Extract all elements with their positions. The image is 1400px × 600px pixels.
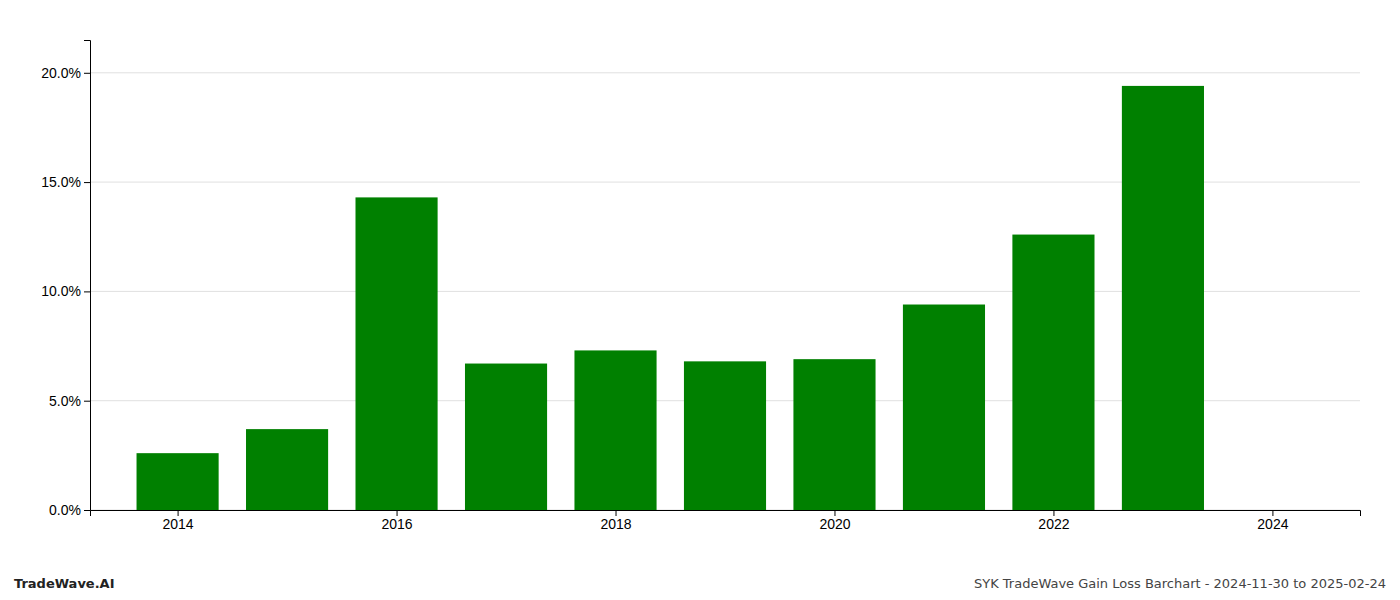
bar: [903, 305, 985, 510]
y-tick-mark: [84, 291, 90, 292]
grid-line: [90, 72, 1360, 73]
grid: [90, 73, 1360, 510]
bar: [465, 364, 547, 510]
x-tick-label: 2020: [819, 516, 850, 532]
chart: 2014 2016 2018 2020 2022 2024 0.0% 5.0% 10.0% 15.…: [0, 0, 1400, 600]
footer-left: TradeWave.AI: [14, 576, 115, 591]
y-tick: 10.0%: [41, 283, 90, 299]
x-tick-label: 2018: [600, 516, 631, 532]
x-tick: 2024: [1257, 510, 1288, 532]
y-axis: 0.0% 5.0% 10.0% 15.0% 20.0%: [41, 41, 90, 518]
x-tick-label: 2024: [1257, 516, 1288, 532]
x-tick: 2016: [381, 510, 412, 532]
y-axis-line: [84, 41, 91, 511]
x-axis: 2014 2016 2018 2020 2022 2024: [91, 510, 1361, 532]
bar: [1012, 235, 1094, 510]
x-axis-line: [91, 511, 1361, 517]
y-tick-mark: [84, 510, 90, 511]
plot-area: 2014 2016 2018 2020 2022 2024 0.0% 5.0% 10.0% 15.…: [41, 41, 1360, 532]
bar: [574, 350, 656, 510]
x-tick: 2022: [1038, 510, 1069, 532]
x-tick-label: 2016: [381, 516, 412, 532]
bar: [793, 359, 875, 510]
y-tick: 0.0%: [49, 502, 90, 518]
bar: [137, 453, 219, 510]
y-tick: 20.0%: [41, 65, 90, 81]
y-tick-mark: [84, 182, 90, 183]
x-tick-label: 2022: [1038, 516, 1069, 532]
bars: [137, 86, 1204, 510]
x-tick: 2014: [163, 510, 194, 532]
x-tick: 2018: [600, 510, 631, 532]
y-tick-label: 20.0%: [41, 65, 81, 81]
y-tick-label: 15.0%: [41, 174, 81, 190]
y-tick: 5.0%: [49, 393, 90, 409]
y-tick-label: 0.0%: [49, 502, 81, 518]
bar: [246, 429, 328, 510]
bar: [355, 197, 437, 510]
y-tick: 15.0%: [41, 174, 90, 190]
y-tick-mark: [84, 73, 90, 74]
x-tick: 2020: [819, 510, 850, 532]
footer-right: SYK TradeWave Gain Loss Barchart - 2024-…: [974, 576, 1386, 591]
y-tick-label: 5.0%: [49, 393, 81, 409]
bar: [1122, 86, 1204, 510]
x-tick-label: 2014: [163, 516, 194, 532]
bar: [684, 361, 766, 510]
y-tick-mark: [84, 401, 90, 402]
y-tick-label: 10.0%: [41, 283, 81, 299]
